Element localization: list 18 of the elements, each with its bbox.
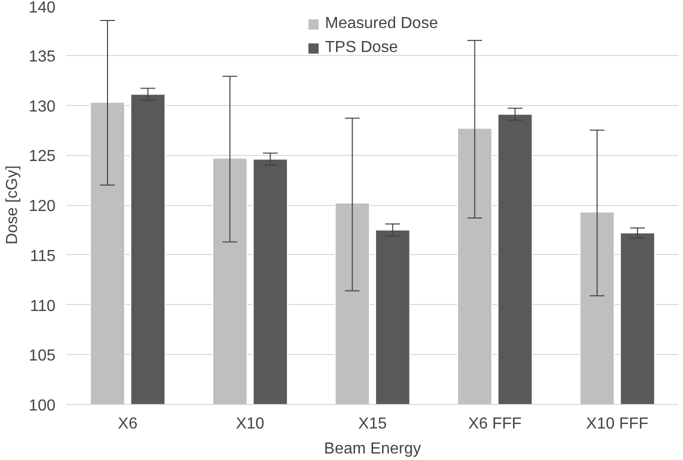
y-axis-title: Dose [cGy]: [4, 165, 21, 245]
y-tick-label: 105: [28, 348, 56, 365]
y-tick-label: 120: [28, 198, 56, 215]
x-tick-label: X6: [118, 416, 138, 432]
y-tick-label: 115: [30, 248, 56, 265]
y-tick-label: 125: [28, 148, 56, 166]
y-tick-label: 100: [28, 398, 56, 414]
y-tick-label: 140: [28, 0, 56, 16]
x-tick-label: X10: [236, 416, 264, 432]
x-axis-title: Beam Energy: [324, 440, 421, 458]
y-tick-label: 130: [28, 98, 56, 116]
legend-label: Measured Dose: [325, 15, 438, 33]
y-tick-label: 110: [30, 298, 56, 315]
x-tick-label: X6 FFF: [468, 416, 522, 432]
x-tick-label: X10 FFF: [586, 416, 649, 432]
x-tick-label: X15: [358, 416, 387, 432]
y-tick-label: 135: [28, 48, 56, 66]
legend-label: TPS Dose: [325, 39, 398, 57]
